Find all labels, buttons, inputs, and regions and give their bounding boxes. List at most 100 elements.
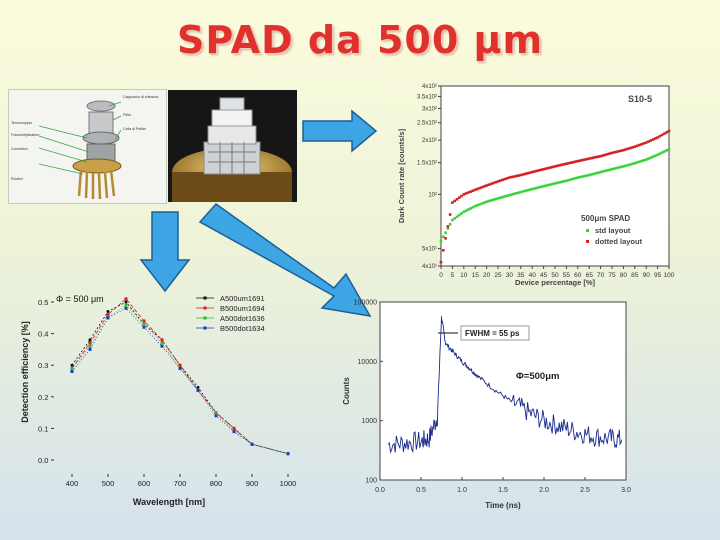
label-connectors: Connettori [11,147,28,151]
data-point-B500um1694 [232,426,236,430]
data-point-std [587,173,591,177]
data-point-dotted [590,156,593,160]
data-point-std [619,165,623,169]
data-point-std [628,163,632,166]
x-tick-label: 80 [620,272,628,279]
data-point-std [651,155,655,158]
dcr-ylabel: Dark Count rate [counts/s] [398,128,406,223]
data-point-std [512,192,516,196]
data-point-dotted [498,179,502,182]
data-point-std [528,188,532,191]
data-point-dotted [624,148,627,151]
data-point-dotted [508,176,511,179]
data-point-std [526,188,529,192]
data-point-dotted [663,132,666,135]
data-point-B500um1694 [142,319,146,323]
data-point-std [483,201,486,204]
data-point-dotted [608,152,612,155]
data-point-B500dot1634 [70,370,74,374]
data-point-A500dot1636 [88,344,92,348]
data-point-std [439,239,443,243]
data-point-dotted [446,225,450,228]
data-point-dotted [496,180,500,183]
legend-std-marker [586,229,589,232]
detector-assembly-photo [168,90,297,202]
data-point-dotted [544,167,548,170]
data-point-dotted [599,154,602,158]
data-point-std [487,199,491,203]
data-point-dotted [606,152,609,156]
fwhm-annotation: FWHM = 55 ps [465,329,520,338]
y-tick-label: 4x10² [422,84,437,90]
eff-ylabel: Detection efficiency [%] [20,321,30,423]
y-tick-label: 0.5 [38,298,48,307]
data-point-B500dot1634 [178,366,182,370]
label-peltier: Cella di Peltier [123,127,147,131]
arrow-right-icon [302,109,378,153]
eff-annotation: Φ = 500 μm [56,294,104,304]
tim-ylabel: Counts [342,377,351,405]
legend-label-B500um1694: B500um1694 [220,304,265,313]
data-point-dotted [462,193,466,196]
x-tick-label: 3.0 [621,487,631,494]
data-point-std [640,159,643,163]
data-point-dotted [441,248,445,252]
data-point-dotted [601,154,605,157]
data-point-B500dot1634 [106,316,110,320]
data-point-dotted [533,170,536,173]
data-point-std [660,151,664,154]
data-point-std [553,182,557,185]
data-point-std [489,199,493,202]
data-point-std [574,176,577,180]
label-filter: Filtro [123,113,131,117]
label-detector: Fotomoltiplicatore [11,133,39,137]
data-point-dotted [505,177,509,180]
data-point-B500dot1634 [160,344,164,348]
data-point-dotted [512,175,516,178]
data-point-std [583,174,586,178]
data-point-B500dot1634 [88,347,92,351]
data-point-dotted [528,171,532,174]
data-point-dotted [551,165,555,169]
data-point-dotted [660,133,664,137]
data-point-A500dot1636 [124,303,128,307]
data-point-std [667,147,671,151]
data-point-std [555,181,559,185]
data-point-std [608,168,612,172]
data-point-std [594,171,598,175]
label-cap: Cappuccio di chiusura [123,95,158,99]
dcr-annotation: S10-5 [628,94,652,104]
y-tick-label: 3x10² [422,106,437,112]
timing-response-chart: 0.0 0.5 1.0 1.5 2.0 2.5 3.0100100010000100000 … [342,300,631,511]
data-point-std [551,182,555,186]
data-point-dotted [555,164,559,168]
x-tick-label: 35 [517,272,525,279]
data-point-std [530,187,534,191]
data-point-std [560,180,564,184]
data-point-dotted [578,159,582,162]
data-point-dotted [514,174,518,178]
data-point-dotted [612,151,616,154]
data-point-dotted [617,149,621,153]
x-tick-label: 45 [540,272,548,279]
data-point-std [638,160,641,164]
x-tick-label: 100 [664,272,675,279]
data-point-dotted [581,158,584,162]
data-point-dotted [635,144,639,148]
x-tick-label: 500 [102,479,115,488]
data-point-dotted [457,196,461,199]
data-point-std [455,215,459,219]
data-point-std [480,202,484,205]
x-tick-label: 1.0 [457,487,467,494]
x-tick-label: 0 [439,272,443,279]
data-point-std [617,166,621,169]
data-point-std [473,204,477,208]
data-point-dotted [485,184,488,187]
data-point-dotted [517,174,520,177]
data-point-dotted [571,160,575,164]
y-tick-label: 100000 [354,300,377,307]
data-point-B500dot1634 [142,325,146,329]
data-point-dotted [464,192,468,195]
data-point-dotted [537,169,541,172]
data-point-std [610,167,614,171]
